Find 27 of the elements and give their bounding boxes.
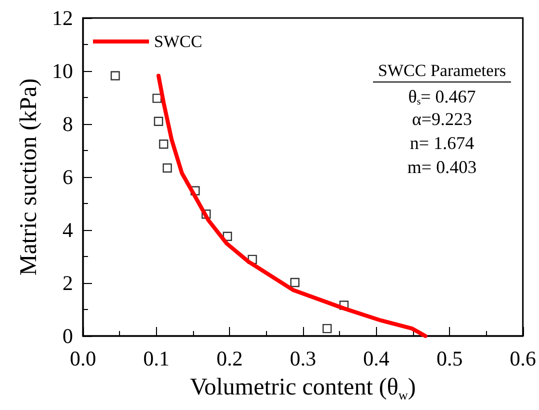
point: [110, 71, 120, 80]
x-tick-label: 0.1: [143, 346, 170, 370]
point: [152, 94, 162, 103]
point: [154, 116, 164, 126]
x-tick-label: 0.3: [290, 346, 316, 370]
legend-label: SWCC: [154, 32, 202, 51]
x-tick-label: 0.6: [510, 346, 536, 370]
y-tick-label: 8: [62, 112, 73, 136]
y-tick-label: 6: [62, 165, 73, 189]
y-tick-label: 4: [62, 218, 74, 242]
point: [162, 163, 172, 173]
annotation: SWCC Parameters: [378, 61, 506, 80]
y-tick-label: 12: [52, 6, 73, 30]
annotation: α=9.223: [412, 109, 472, 129]
x-tick-label: 0.0: [70, 346, 96, 370]
annotation: m= 0.403: [407, 157, 477, 177]
point: [290, 278, 300, 288]
y-tick-label: 10: [52, 59, 73, 83]
x-tick-label: 0.4: [363, 346, 390, 370]
point: [322, 324, 332, 334]
y-axis-title: Matric suction (kPa): [16, 78, 42, 276]
point: [159, 140, 168, 149]
x-tick-label: 0.2: [216, 346, 243, 370]
y-tick-label: 0: [62, 324, 73, 348]
annotation: n= 1.674: [410, 133, 474, 153]
x-tick-label: 0.5: [436, 346, 463, 370]
y-tick-label: 2: [62, 271, 73, 295]
